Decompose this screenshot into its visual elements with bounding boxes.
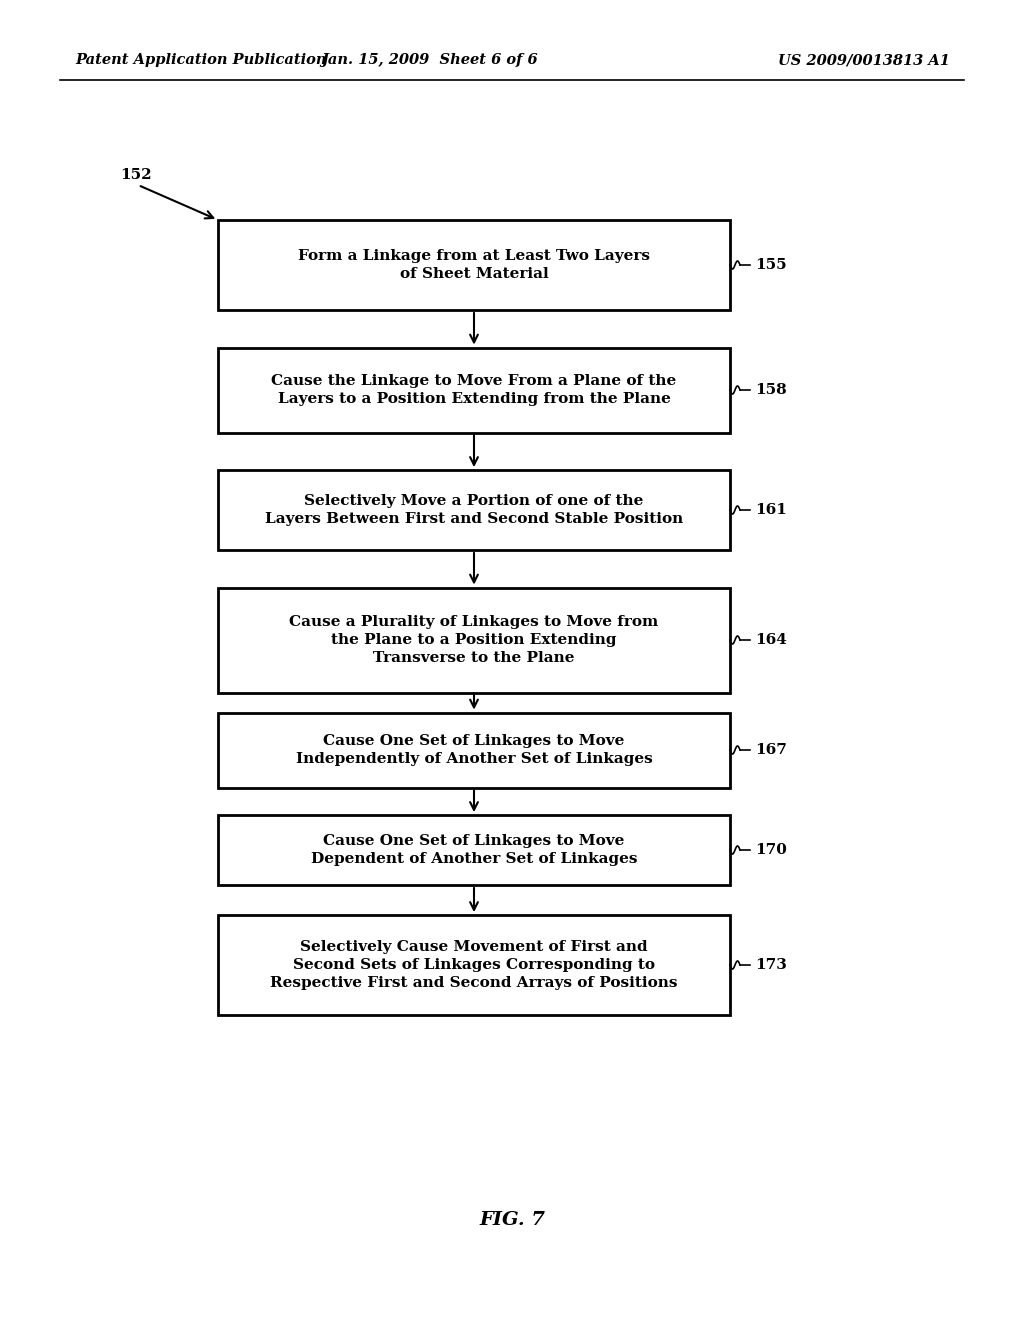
Bar: [218, 814, 730, 884]
Bar: [218, 347, 730, 433]
Text: Form a Linkage from at Least Two Layers
of Sheet Material: Form a Linkage from at Least Two Layers …: [298, 248, 650, 281]
Text: 164: 164: [755, 634, 786, 647]
Text: Selectively Cause Movement of First and
Second Sets of Linkages Corresponding to: Selectively Cause Movement of First and …: [270, 940, 678, 990]
Text: Cause the Linkage to Move From a Plane of the
Layers to a Position Extending fro: Cause the Linkage to Move From a Plane o…: [271, 374, 677, 407]
Bar: [218, 470, 730, 550]
Text: US 2009/0013813 A1: US 2009/0013813 A1: [778, 53, 950, 67]
Bar: [218, 587, 730, 693]
Text: FIG. 7: FIG. 7: [479, 1210, 545, 1229]
Text: Cause a Plurality of Linkages to Move from
the Plane to a Position Extending
Tra: Cause a Plurality of Linkages to Move fr…: [290, 615, 658, 665]
Text: 155: 155: [755, 257, 786, 272]
Text: Cause One Set of Linkages to Move
Independently of Another Set of Linkages: Cause One Set of Linkages to Move Indepe…: [296, 734, 652, 766]
Bar: [218, 915, 730, 1015]
Bar: [218, 713, 730, 788]
Text: 170: 170: [755, 843, 786, 857]
Text: Cause One Set of Linkages to Move
Dependent of Another Set of Linkages: Cause One Set of Linkages to Move Depend…: [310, 834, 637, 866]
Text: Selectively Move a Portion of one of the
Layers Between First and Second Stable : Selectively Move a Portion of one of the…: [265, 494, 683, 527]
Text: 161: 161: [755, 503, 786, 517]
Text: 158: 158: [755, 383, 786, 397]
Text: 167: 167: [755, 743, 786, 756]
Text: 173: 173: [755, 958, 786, 972]
Text: 152: 152: [120, 168, 152, 182]
Bar: [218, 220, 730, 310]
Text: Patent Application Publication: Patent Application Publication: [75, 53, 327, 67]
Text: Jan. 15, 2009  Sheet 6 of 6: Jan. 15, 2009 Sheet 6 of 6: [322, 53, 539, 67]
